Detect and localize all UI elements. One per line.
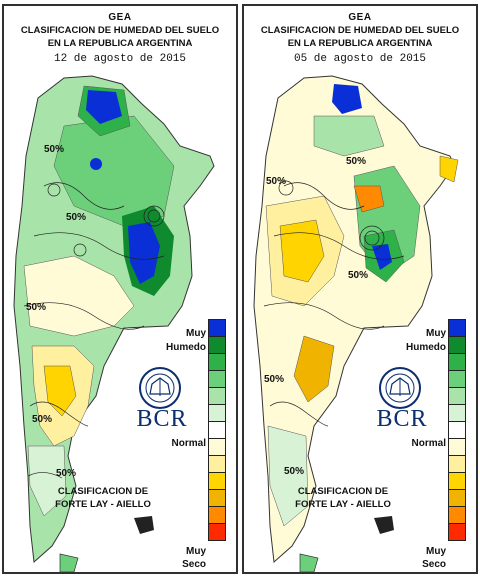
org-label: GEA (348, 12, 372, 23)
legend-swatch (208, 421, 226, 439)
legend-swatch (448, 455, 466, 473)
legend-swatch (448, 438, 466, 456)
legend-label-muy-humedo-1: Muy (186, 328, 206, 339)
legend-swatch (208, 489, 226, 507)
legend-label-muy-seco-2: Seco (182, 559, 206, 570)
legend-label-muy-humedo-1: Muy (426, 328, 446, 339)
classification-line-2: FORTE LAY - AIELLO (295, 499, 391, 510)
legend-swatch (448, 506, 466, 524)
title-line-1: CLASIFICACION DE HUMEDAD DEL SUELO (260, 25, 460, 36)
map-date: 05 de agosto de 2015 (293, 53, 427, 65)
contour-label: 50% (44, 144, 65, 155)
legend-swatch (208, 523, 226, 541)
argentina-map-aug12 (13, 75, 215, 572)
bcr-seal-logo (379, 367, 421, 409)
contour-label: 50% (266, 176, 287, 187)
contour-label: 50% (348, 270, 369, 281)
color-legend (448, 319, 466, 541)
contour-label: 50% (56, 468, 77, 479)
legend-label-normal: Normal (411, 438, 446, 449)
legend-swatch (208, 353, 226, 371)
legend-label-muy-seco-1: Muy (426, 546, 446, 557)
classification-line-1: CLASIFICACION DE (57, 486, 149, 497)
legend-swatch (448, 353, 466, 371)
classification-line-1: CLASIFICACION DE (297, 486, 389, 497)
legend-swatch (208, 319, 226, 337)
legend-swatch (448, 370, 466, 388)
legend-swatch (448, 336, 466, 354)
contour-label: 50% (264, 374, 285, 385)
legend-label-muy-seco-1: Muy (186, 546, 206, 557)
org-label: GEA (108, 12, 132, 23)
legend-swatch (208, 387, 226, 405)
legend-swatch (208, 472, 226, 490)
legend-swatch (448, 489, 466, 507)
contour-label: 50% (32, 414, 53, 425)
color-legend (208, 319, 226, 541)
legend-swatch (208, 455, 226, 473)
legend-swatch (208, 438, 226, 456)
legend-swatch (448, 387, 466, 405)
contour-label: 50% (284, 466, 305, 477)
legend-swatch (448, 523, 466, 541)
argentina-map-aug05 (253, 75, 459, 572)
legend-swatch (448, 421, 466, 439)
legend-swatch (208, 506, 226, 524)
contour-label: 50% (26, 302, 47, 313)
contour-label: 50% (66, 212, 87, 223)
legend-swatch (448, 472, 466, 490)
legend-swatch (448, 319, 466, 337)
legend-swatch (208, 370, 226, 388)
legend-label-muy-seco-2: Seco (422, 559, 446, 570)
map-date: 12 de agosto de 2015 (53, 53, 187, 65)
legend-label-normal: Normal (171, 438, 206, 449)
map-panel-aug12: GEA CLASIFICACION DE HUMEDAD DEL SUELO E… (2, 4, 238, 574)
title-line-1: CLASIFICACION DE HUMEDAD DEL SUELO (20, 25, 220, 36)
legend-label-muy-humedo-2: Humedo (166, 342, 206, 353)
legend-swatch (208, 336, 226, 354)
classification-line-2: FORTE LAY - AIELLO (55, 499, 151, 510)
contour-label: 50% (346, 156, 367, 167)
map-panel-aug05: GEA CLASIFICACION DE HUMEDAD DEL SUELO E… (242, 4, 478, 574)
bcr-brand-text: BCR (376, 406, 428, 432)
title-line-2: EN LA REPUBLICA ARGENTINA (47, 38, 193, 49)
legend-label-muy-humedo-2: Humedo (406, 342, 446, 353)
title-line-2: EN LA REPUBLICA ARGENTINA (287, 38, 433, 49)
legend-swatch (208, 404, 226, 422)
bcr-seal-logo (139, 367, 181, 409)
legend-swatch (448, 404, 466, 422)
bcr-brand-text: BCR (136, 406, 188, 432)
